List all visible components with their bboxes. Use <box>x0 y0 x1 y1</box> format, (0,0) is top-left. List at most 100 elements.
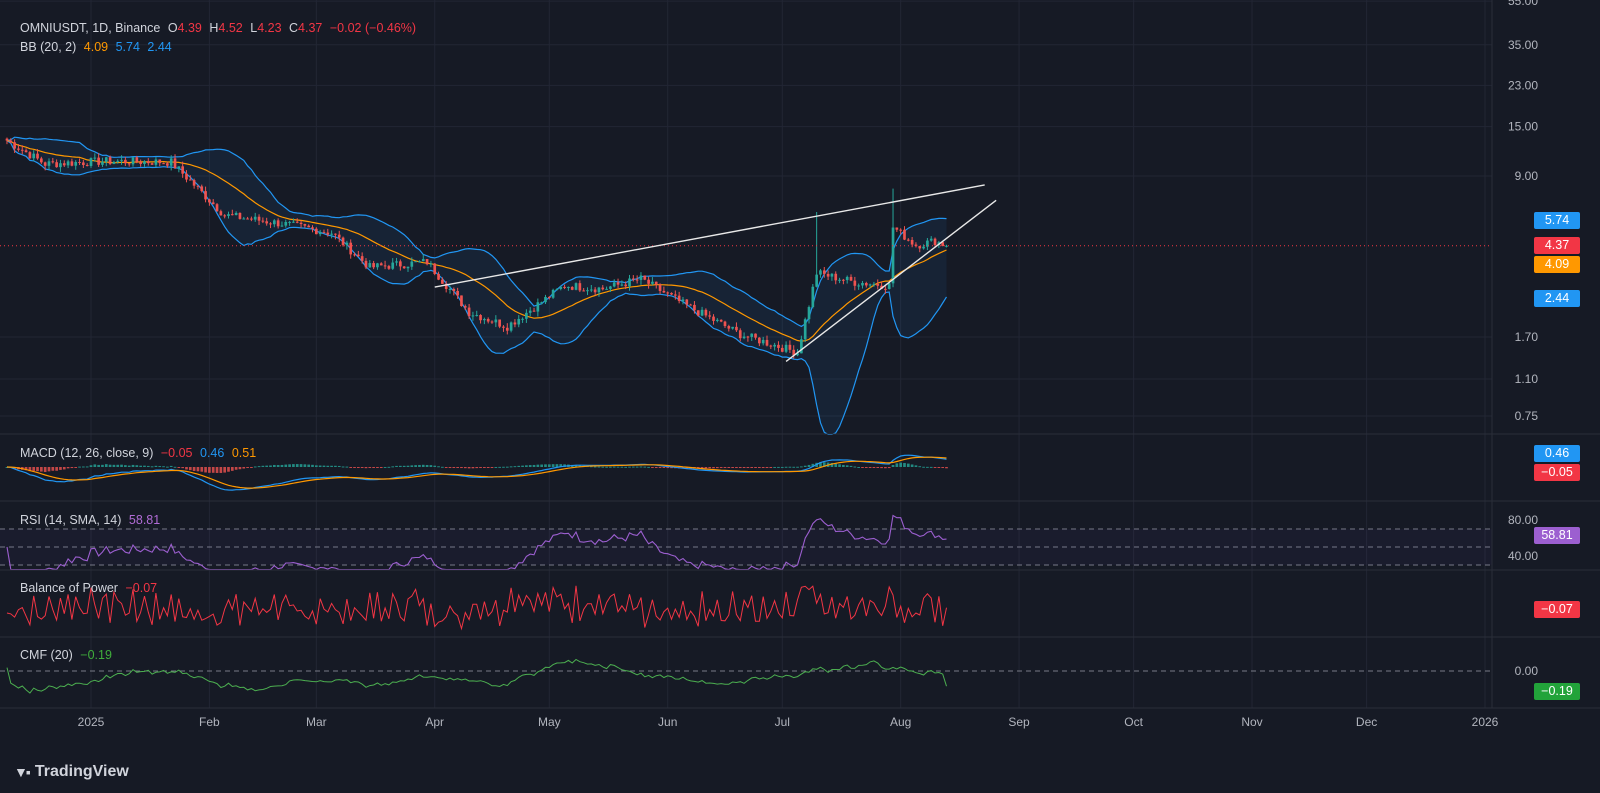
macd-hist-bar <box>40 467 43 472</box>
macd-hist-bar <box>784 466 788 468</box>
bb-title: BB (20, 2) <box>20 40 77 54</box>
candle-body <box>945 245 948 247</box>
macd-hist-bar <box>288 464 291 467</box>
macd-hist-bar <box>773 466 776 468</box>
candle-body <box>40 158 43 163</box>
macd-hist-bar <box>922 466 925 468</box>
candle-body <box>66 161 70 166</box>
macd-hist-bar <box>853 466 857 468</box>
candle-body <box>486 319 490 322</box>
candle-body <box>532 310 536 312</box>
bb-legend[interactable]: BB (20, 2) 4.09 5.74 2.44 <box>20 40 176 54</box>
macd-hist-bar <box>448 467 452 468</box>
candle-body <box>712 316 715 321</box>
candle-body <box>292 221 295 223</box>
macd-hist-bar <box>223 467 227 473</box>
cmf-legend[interactable]: CMF (20) −0.19 <box>20 648 116 662</box>
candle-body <box>864 282 868 286</box>
macd-hist-bar <box>502 466 505 468</box>
macd-hist-bar <box>104 464 108 467</box>
candle-body <box>410 261 414 267</box>
x-tick-label: Nov <box>1241 715 1262 729</box>
macd-hist-bar <box>899 462 903 467</box>
macd-legend[interactable]: MACD (12, 26, close, 9) −0.05 0.46 0.51 <box>20 446 260 460</box>
macd-hist-bar <box>727 467 731 468</box>
candle-body <box>666 292 670 294</box>
macd-hist-bar <box>929 466 933 468</box>
candle-body <box>169 158 173 166</box>
candle-body <box>662 290 666 293</box>
macd-hist-bar <box>47 467 51 472</box>
candle-body <box>353 254 356 256</box>
macd-title: MACD (12, 26, close, 9) <box>20 446 154 460</box>
candle-body <box>895 227 899 230</box>
candle-body <box>55 162 58 168</box>
macd-hist-bar <box>303 464 307 467</box>
candle-body <box>842 279 845 281</box>
macd-hist-bar <box>257 466 261 468</box>
candle-body <box>857 285 860 287</box>
macd-hist-bar <box>628 466 631 468</box>
macd-hist-bar <box>505 466 509 468</box>
candle-body <box>257 216 261 221</box>
candle-body <box>593 289 597 293</box>
macd-hist-bar <box>758 467 761 468</box>
macd-hist-bar <box>620 466 624 468</box>
axis-labels: 2025 Feb Mar Apr May Jun Jul Aug Sep Oct Nov Dec 202… <box>78 0 1539 729</box>
candle-body <box>24 150 28 153</box>
macd-hist-bar <box>803 465 807 467</box>
macd-hist-bar <box>429 465 433 467</box>
bop-legend[interactable]: Balance of Power −0.07 <box>20 581 161 595</box>
macd-hist-bar <box>528 465 532 467</box>
candle-body <box>620 284 624 286</box>
x-tick-label: 2026 <box>1472 715 1499 729</box>
candle-body <box>337 234 341 238</box>
macd-hist-badge: −0.05 <box>1534 464 1580 481</box>
candle-body <box>307 225 311 228</box>
rsi-tick-label: 80.00 <box>1508 513 1538 527</box>
macd-hist-bar <box>322 465 326 467</box>
macd-hist-bar <box>868 467 872 468</box>
candle-body <box>536 302 540 312</box>
macd-hist-bar <box>314 465 318 467</box>
candle-body <box>868 284 872 286</box>
candle-body <box>78 161 81 163</box>
rsi-legend[interactable]: RSI (14, SMA, 14) 58.81 <box>20 513 164 527</box>
candle-body <box>32 153 36 159</box>
candle-body <box>162 163 165 165</box>
candle-body <box>391 262 395 269</box>
candle-body <box>716 319 719 321</box>
price-legend[interactable]: OMNIUSDT, 1D, Binance O4.39 H4.52 L4.23 … <box>20 21 420 35</box>
macd-hist-bar <box>181 467 184 469</box>
candle-body <box>754 333 757 338</box>
candle-body <box>849 276 853 281</box>
macd-hist-bar <box>807 464 811 467</box>
candle-body <box>89 158 93 166</box>
macd-hist-bar <box>471 467 475 469</box>
macd-hist-bar <box>299 464 303 467</box>
rsi-title: RSI (14, SMA, 14) <box>20 513 122 527</box>
macd-hist-bar <box>635 466 639 468</box>
y-tick-label: 35.00 <box>1508 38 1538 52</box>
candle-body <box>673 294 677 296</box>
candle-body <box>82 162 85 166</box>
tradingview-logo[interactable]: ▼▪ TradingView <box>14 763 129 781</box>
candle-body <box>544 296 547 303</box>
macd-hist-bar <box>391 466 395 468</box>
macd-hist-bar <box>849 465 853 467</box>
candle-body <box>383 265 387 267</box>
candle-body <box>582 290 586 292</box>
candle-body <box>17 148 20 150</box>
candle-body <box>563 286 566 288</box>
macd-hist-bar <box>208 467 211 473</box>
candle-body <box>238 212 242 219</box>
macd-hist-bar <box>651 467 654 468</box>
macd-hist-bar <box>177 467 181 468</box>
x-tick-label: Jun <box>658 715 677 729</box>
candle-body <box>299 222 303 225</box>
candle-body <box>838 279 841 281</box>
macd-hist-bar <box>93 464 97 467</box>
macd-hist-bar <box>887 467 891 469</box>
macd-hist-bar <box>452 467 456 468</box>
